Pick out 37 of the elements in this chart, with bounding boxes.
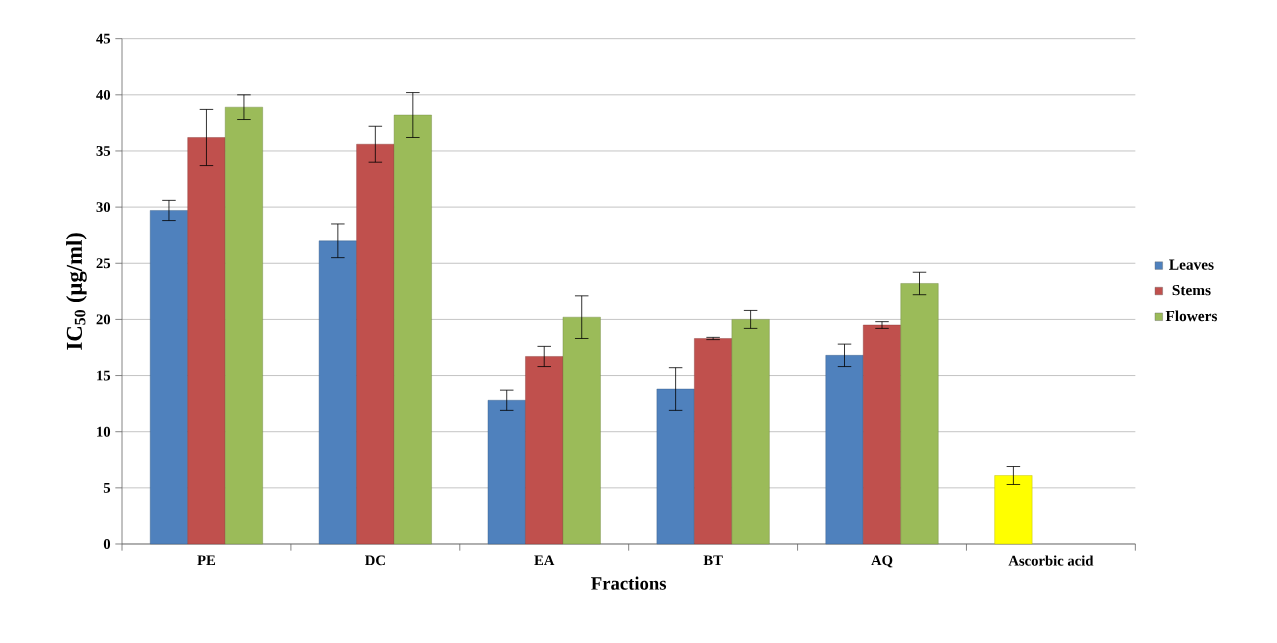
y-axis-title: IC$_{50}$ (µg/ml) <box>66 233 87 350</box>
bar <box>562 316 601 545</box>
legend-label: Flowers <box>1165 310 1218 322</box>
x-axis-title: Fractions <box>591 576 667 590</box>
y-tick-label: 35 <box>96 146 111 156</box>
bar <box>863 324 901 545</box>
bar <box>994 475 1033 545</box>
bar <box>731 319 770 545</box>
x-tick-label: DC <box>365 555 385 566</box>
x-tick-label: AQ <box>871 555 893 568</box>
bar <box>225 106 263 545</box>
legend-label: Leaves <box>1169 259 1214 270</box>
y-tick-label: 10 <box>97 426 111 437</box>
x-tick-label: EA <box>534 555 555 566</box>
x-tick-label: Ascorbic acid <box>1008 555 1094 566</box>
y-tick-label: 20 <box>96 314 111 325</box>
y-tick-label: 40 <box>96 89 111 100</box>
bar <box>694 338 733 545</box>
bar <box>525 356 564 545</box>
bar <box>318 240 357 545</box>
x-tick-label: BT <box>703 555 723 566</box>
y-tick-label: 15 <box>97 370 111 381</box>
bar <box>825 355 864 545</box>
x-tick-label: PE <box>197 555 216 565</box>
y-tick-label: 25 <box>96 258 111 269</box>
bar <box>900 283 939 545</box>
bar <box>187 137 226 545</box>
y-tick-label: 5 <box>103 482 111 493</box>
y-tick-label: 30 <box>96 202 111 213</box>
y-tick-label: 0 <box>103 539 111 549</box>
bar <box>487 400 526 545</box>
bar <box>393 114 432 545</box>
bar <box>150 210 188 545</box>
bar <box>356 144 395 545</box>
bar <box>656 388 695 545</box>
y-tick-label: 45 <box>96 33 111 44</box>
legend-label: Stems <box>1172 284 1211 296</box>
